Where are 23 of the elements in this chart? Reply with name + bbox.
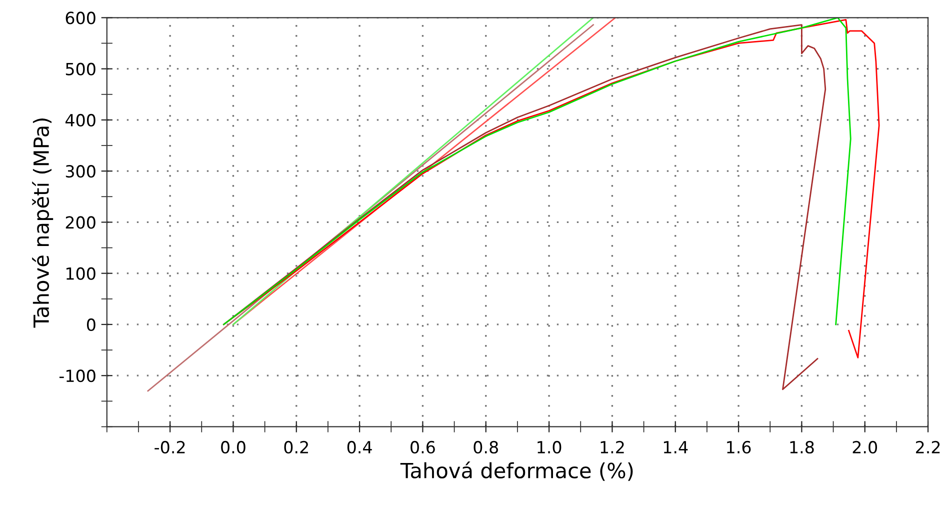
x-tick-label: 1.4 xyxy=(664,441,688,454)
x-tick-label: 2.0 xyxy=(852,440,878,454)
x-tick-label: 0.2 xyxy=(284,440,308,454)
y-tick-label: 200 xyxy=(66,216,96,229)
x-tick-label: 1.6 xyxy=(727,440,751,454)
y-tick-label: 500 xyxy=(66,62,96,76)
x-tick-label: 0.4 xyxy=(347,440,372,454)
y-tick-label: 600 xyxy=(66,12,96,24)
x-tick-label: 2.2 xyxy=(916,440,940,454)
y-tick-label: 300 xyxy=(66,165,96,178)
x-tick-label: -0.2 xyxy=(154,440,185,454)
x-tick-label: 0.6 xyxy=(410,440,435,454)
x-axis-title: Tahová deformace (%) xyxy=(400,461,633,481)
y-axis-title: Tahové napětí (MPa) xyxy=(32,118,54,328)
x-tick-label: 1.8 xyxy=(790,440,814,454)
y-tick-label: 0 xyxy=(86,318,96,332)
y-tick-label: -100 xyxy=(59,370,96,382)
y-tick-label: 100 xyxy=(66,267,96,280)
y-tick-label: 400 xyxy=(65,114,96,127)
x-tick-label: 1.0 xyxy=(538,440,562,454)
x-tick-label: 0.8 xyxy=(474,440,498,454)
x-tick-label: 0.0 xyxy=(221,440,246,454)
x-tick-label: 1.2 xyxy=(600,440,624,454)
